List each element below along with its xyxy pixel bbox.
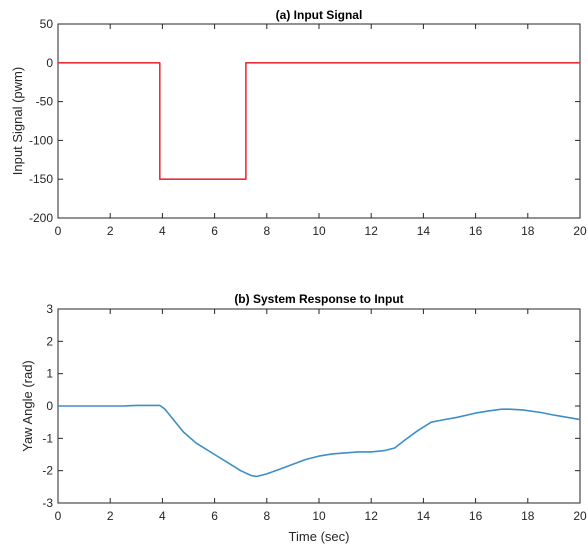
x-tick-label: 0 <box>55 224 62 238</box>
y-tick-label: -150 <box>29 172 53 186</box>
x-tick-label: 10 <box>312 224 326 238</box>
y-axis-label: Input Signal (pwm) <box>10 67 25 175</box>
y-tick-label: -3 <box>42 496 53 510</box>
x-tick-label: 8 <box>263 224 270 238</box>
x-tick-label: 14 <box>417 224 431 238</box>
y-tick-label: 50 <box>40 17 54 31</box>
x-tick-label: 4 <box>159 224 166 238</box>
x-axis-label: Time (sec) <box>289 529 350 544</box>
axes-box <box>57 23 581 219</box>
y-tick-label: 0 <box>46 399 53 413</box>
y-tick-label: 2 <box>46 334 53 348</box>
y-tick-label: -100 <box>29 133 53 147</box>
x-tick-label: 12 <box>365 509 379 523</box>
x-tick-label: 16 <box>469 224 483 238</box>
x-tick-label: 18 <box>521 224 535 238</box>
x-tick-label: 12 <box>365 224 379 238</box>
series-lines <box>58 404 581 478</box>
x-tick-label: 0 <box>55 509 62 523</box>
x-tick-label: 20 <box>573 224 587 238</box>
x-tick-label: 2 <box>107 224 114 238</box>
y-tick-label: 3 <box>46 302 53 316</box>
chart-title: (b) System Response to Input <box>234 292 403 306</box>
subplot-input-signal: (a) Input Signal Input Signal (pwm) 0 2 4 6… <box>10 8 587 238</box>
y-axis-label: Yaw Angle (rad) <box>20 360 35 452</box>
x-tick-label: 6 <box>211 509 218 523</box>
x-tick-label: 4 <box>159 509 166 523</box>
series-line <box>58 404 581 478</box>
y-tick-label: 0 <box>46 56 53 70</box>
x-tick-label: 18 <box>521 509 535 523</box>
y-tick-label: 1 <box>46 367 53 381</box>
x-tick-label: 8 <box>263 509 270 523</box>
x-tick-label: 16 <box>469 509 483 523</box>
series-lines <box>58 61 580 180</box>
x-tick-label: 2 <box>107 509 114 523</box>
x-tick-label: 20 <box>573 509 587 523</box>
ticks: 0 2 4 6 8 10 12 14 16 18 20 50 0 -50 -100 -150 -200 <box>29 17 587 238</box>
subplot-system-response: (b) System Response to Input Yaw Angle (… <box>20 292 587 544</box>
series-line <box>58 61 580 180</box>
chart-title: (a) Input Signal <box>276 8 363 22</box>
y-tick-label: -200 <box>29 211 53 225</box>
x-tick-label: 14 <box>417 509 431 523</box>
y-tick-label: -50 <box>36 95 54 109</box>
y-tick-label: -2 <box>42 464 53 478</box>
y-tick-label: -1 <box>42 431 53 445</box>
x-tick-label: 6 <box>211 224 218 238</box>
x-tick-label: 10 <box>312 509 326 523</box>
